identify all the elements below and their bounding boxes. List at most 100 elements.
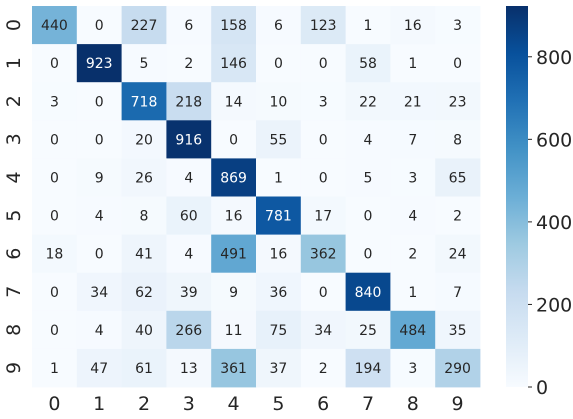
heatmap-cell-r3-c2 bbox=[121, 120, 167, 159]
cell-value-r3-c8: 7 bbox=[408, 132, 417, 148]
cell-value-r9-c8: 3 bbox=[408, 361, 417, 377]
heatmap-cell-r2-c1 bbox=[76, 82, 122, 121]
heatmap-cell-r8-c7 bbox=[345, 310, 391, 350]
cell-value-r7-c7: 840 bbox=[355, 285, 382, 301]
heatmap-cell-r9-c6 bbox=[300, 348, 346, 388]
cell-value-r1-c6: 0 bbox=[319, 56, 328, 72]
cell-value-r5-c5: 781 bbox=[265, 209, 292, 225]
heatmap-cell-r6-c7 bbox=[345, 234, 391, 274]
heatmap-cell-labels: 440 0 227 6 158 6 123 1 16 30 923 5 2 146 0 0 58 1 03 0 718 2… bbox=[41, 18, 471, 377]
heatmap-cell-r6-c6 bbox=[300, 234, 346, 274]
cell-value-r3-c1: 0 bbox=[95, 132, 104, 148]
x-tick-label-6: 6 bbox=[317, 393, 329, 415]
heatmap-cell-r2-c0 bbox=[32, 82, 78, 121]
heatmap-cell-r8-c8 bbox=[390, 310, 436, 350]
cell-value-r6-c1: 0 bbox=[95, 247, 104, 263]
x-tick-label-7: 7 bbox=[362, 393, 374, 415]
cell-value-r0-c6: 123 bbox=[310, 18, 337, 34]
heatmap-cell-r8-c2 bbox=[121, 310, 167, 350]
colorbar-tick-label-1: 200 bbox=[536, 294, 572, 316]
heatmap-cell-r6-c3 bbox=[166, 234, 212, 274]
cell-value-r2-c9: 23 bbox=[449, 94, 467, 110]
heatmap-cell-r3-c1 bbox=[76, 120, 122, 159]
cell-value-r5-c9: 2 bbox=[453, 209, 462, 225]
heatmap-cell-r6-c0 bbox=[32, 234, 78, 274]
heatmap-cell-r4-c7 bbox=[345, 158, 391, 197]
cell-value-r5-c7: 0 bbox=[364, 209, 373, 225]
heatmap-cell-r4-c4 bbox=[211, 158, 257, 197]
heatmap-cell-r9-c0 bbox=[32, 348, 78, 388]
cell-value-r4-c4: 869 bbox=[220, 170, 247, 186]
cell-value-r7-c1: 34 bbox=[90, 285, 108, 301]
cell-value-r8-c6: 34 bbox=[314, 323, 332, 339]
y-tick-label-9: 9 bbox=[3, 362, 25, 374]
cell-value-r9-c0: 1 bbox=[50, 361, 59, 377]
cell-value-r4-c9: 65 bbox=[449, 170, 467, 186]
heatmap-cell-r3-c8 bbox=[390, 120, 436, 159]
heatmap-cell-r3-c5 bbox=[256, 120, 302, 159]
cell-value-r5-c4: 16 bbox=[225, 209, 243, 225]
cell-value-r4-c1: 9 bbox=[95, 170, 104, 186]
cell-value-r4-c5: 1 bbox=[274, 170, 283, 186]
cell-value-r7-c8: 1 bbox=[408, 285, 417, 301]
cell-value-r9-c5: 37 bbox=[269, 361, 287, 377]
heatmap-cell-r8-c1 bbox=[76, 310, 122, 350]
cell-value-r2-c5: 10 bbox=[269, 94, 287, 110]
heatmap-cell-r2-c6 bbox=[300, 82, 346, 121]
heatmap-cell-r6-c8 bbox=[390, 234, 436, 274]
y-tick-label-1: 1 bbox=[3, 57, 25, 69]
x-tick-label-5: 5 bbox=[272, 393, 284, 415]
cell-value-r2-c1: 0 bbox=[95, 94, 104, 110]
heatmap-cell-r5-c5 bbox=[256, 196, 302, 235]
heatmap-cell-r1-c2 bbox=[121, 44, 167, 83]
cell-value-r9-c1: 47 bbox=[90, 361, 108, 377]
heatmap-cell-r2-c3 bbox=[166, 82, 212, 121]
cell-value-r7-c9: 7 bbox=[453, 285, 462, 301]
cell-value-r2-c2: 718 bbox=[131, 94, 158, 110]
cell-value-r5-c2: 8 bbox=[140, 209, 149, 225]
heatmap-cell-r0-c7 bbox=[345, 6, 391, 45]
cell-value-r9-c9: 290 bbox=[444, 361, 471, 377]
cell-value-r6-c7: 0 bbox=[364, 247, 373, 263]
y-tick-label-2: 2 bbox=[3, 95, 25, 107]
cell-value-r3-c4: 0 bbox=[229, 132, 238, 148]
heatmap-cell-r5-c0 bbox=[32, 196, 78, 235]
cell-value-r8-c4: 11 bbox=[225, 323, 243, 339]
heatmap-cell-r1-c8 bbox=[390, 44, 436, 83]
y-tick-label-7: 7 bbox=[3, 286, 25, 298]
cell-value-r8-c7: 25 bbox=[359, 323, 377, 339]
cell-value-r1-c5: 0 bbox=[274, 56, 283, 72]
cell-value-r1-c7: 58 bbox=[359, 56, 377, 72]
heatmap-cell-r4-c1 bbox=[76, 158, 122, 197]
cell-value-r1-c9: 0 bbox=[453, 56, 462, 72]
heatmap-cell-r8-c5 bbox=[256, 310, 302, 350]
heatmap-cell-r2-c4 bbox=[211, 82, 257, 121]
cell-value-r0-c1: 0 bbox=[95, 18, 104, 34]
heatmap-cell-r2-c5 bbox=[256, 82, 302, 121]
y-tick-label-3: 3 bbox=[3, 133, 25, 145]
cell-value-r6-c4: 491 bbox=[220, 247, 247, 263]
x-tick-label-8: 8 bbox=[407, 393, 419, 415]
heatmap-cell-r9-c5 bbox=[256, 348, 302, 388]
cell-value-r8-c3: 266 bbox=[175, 323, 202, 339]
y-tick-label-5: 5 bbox=[3, 210, 25, 222]
cell-value-r4-c8: 3 bbox=[408, 170, 417, 186]
cell-value-r0-c3: 6 bbox=[184, 18, 193, 34]
colorbar: 0 200 400 600 800 bbox=[506, 6, 572, 399]
cell-value-r0-c8: 16 bbox=[404, 18, 422, 34]
cell-value-r0-c4: 158 bbox=[220, 18, 247, 34]
heatmap-cell-r9-c7 bbox=[345, 348, 391, 388]
heatmap-cell-r0-c1 bbox=[76, 6, 122, 45]
heatmap-cell-r1-c0 bbox=[32, 44, 78, 83]
heatmap-cell-r5-c6 bbox=[300, 196, 346, 235]
heatmap-cell-r7-c6 bbox=[300, 272, 346, 312]
cell-value-r6-c9: 24 bbox=[449, 247, 467, 263]
x-axis-ticks: 0 1 2 3 4 5 6 7 8 9 bbox=[48, 393, 463, 415]
heatmap-cell-r0-c9 bbox=[435, 6, 481, 45]
cell-value-r4-c3: 4 bbox=[184, 170, 193, 186]
heatmap-cell-r5-c7 bbox=[345, 196, 391, 235]
cell-value-r6-c5: 16 bbox=[269, 247, 287, 263]
heatmap-cell-r4-c9 bbox=[435, 158, 481, 197]
cell-value-r7-c6: 0 bbox=[319, 285, 328, 301]
cell-value-r6-c8: 2 bbox=[408, 247, 417, 263]
